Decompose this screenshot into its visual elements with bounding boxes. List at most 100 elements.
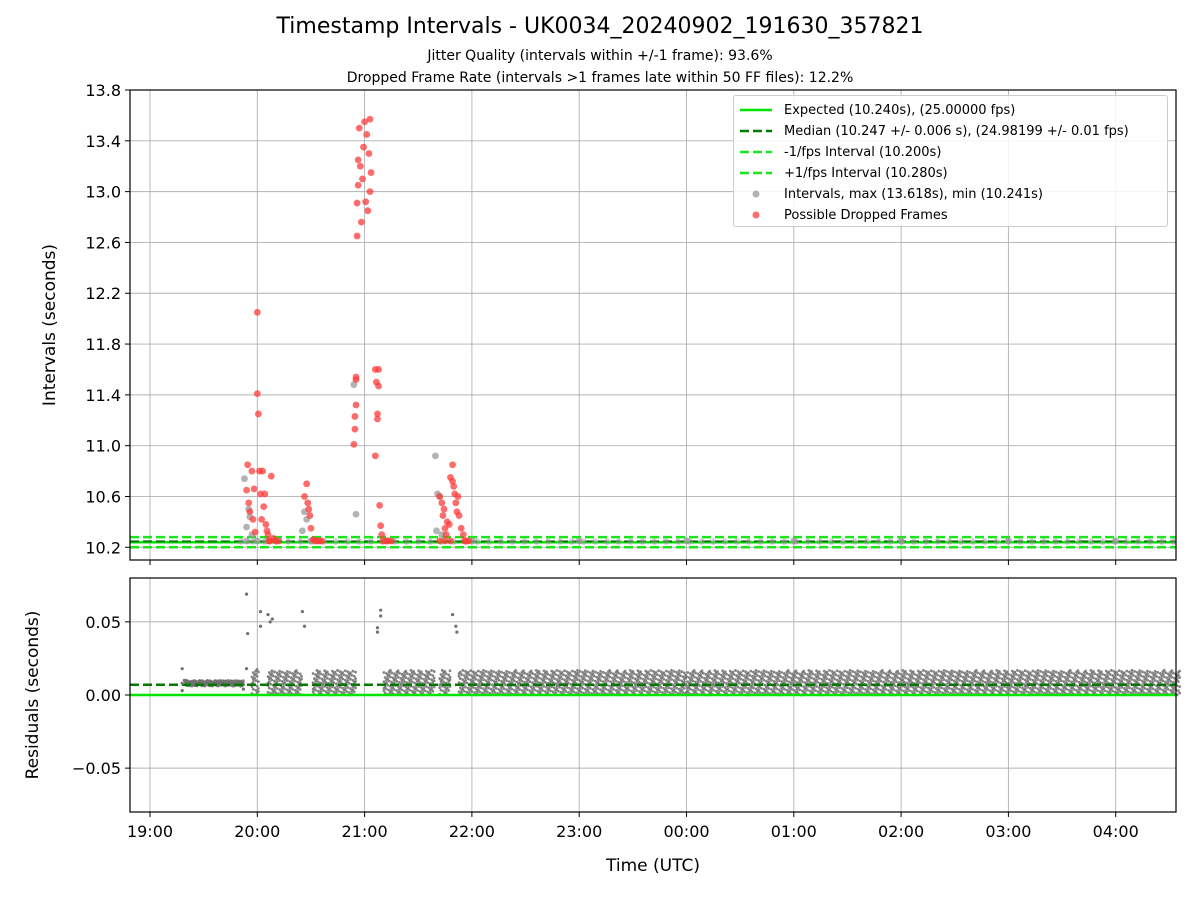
residual-dot — [1013, 670, 1017, 674]
residual-dot — [922, 668, 925, 672]
residual-dot — [933, 675, 937, 679]
dropped-frame-point — [318, 537, 326, 545]
residual-dot — [446, 686, 449, 690]
residual-dot — [655, 673, 659, 677]
residual-dot — [1090, 689, 1094, 693]
residual-dot — [811, 672, 815, 676]
residual-dot — [664, 669, 668, 673]
residual-point — [300, 610, 304, 614]
residual-dot — [842, 673, 845, 677]
residual-dot — [1143, 671, 1147, 675]
interval-point — [243, 537, 250, 545]
residual-dot — [777, 672, 781, 676]
residual-dot — [1010, 669, 1014, 673]
x-tick-label: 21:00 — [342, 822, 388, 841]
residual-dot — [345, 690, 348, 693]
residual-dot — [476, 688, 480, 691]
residual-dot — [1052, 672, 1055, 676]
residual-dot — [506, 675, 510, 678]
residual-dot — [390, 680, 394, 684]
dropped-frame-point — [243, 486, 250, 494]
residual-dot — [743, 690, 746, 693]
residual-dot — [745, 691, 749, 694]
residual-dot — [830, 685, 834, 689]
residual-dot — [570, 688, 574, 691]
residual-dot — [294, 669, 298, 672]
residual-dot — [480, 691, 484, 695]
dropped-frame-point — [374, 410, 381, 418]
residual-dot — [395, 673, 399, 677]
residual-dot — [852, 675, 856, 678]
residual-dot — [531, 690, 534, 694]
residual-dot — [510, 681, 514, 685]
residual-dot — [576, 687, 579, 691]
residual-dot — [657, 687, 661, 691]
residual-dot — [987, 677, 991, 681]
residual-dot — [722, 674, 726, 678]
residual-dot — [1122, 671, 1126, 675]
residual-dot — [532, 677, 536, 680]
residual-dot — [1044, 687, 1048, 691]
residual-dot — [573, 670, 577, 674]
residual-dot — [559, 690, 563, 694]
residual-dot — [583, 687, 587, 691]
interval-baseline-dot — [780, 538, 788, 545]
residual-dot — [332, 681, 336, 685]
residual-dot — [1151, 680, 1155, 684]
residual-dot — [488, 676, 492, 679]
residual-dot — [945, 688, 948, 692]
residual-dot — [1110, 668, 1113, 672]
residual-point — [302, 624, 307, 628]
residual-dot — [1129, 675, 1133, 679]
residual-dot — [565, 679, 569, 683]
residual-dot — [1170, 669, 1174, 673]
residual-dot — [1079, 685, 1082, 689]
residual-dot — [520, 689, 524, 692]
residual-dot — [523, 690, 527, 693]
residual-dot — [960, 679, 964, 683]
residual-dot — [614, 689, 618, 692]
residual-dot — [312, 677, 316, 681]
residual-dot — [973, 673, 977, 676]
residual-dot — [708, 676, 712, 680]
residual-dot — [824, 674, 827, 678]
residual-dot — [865, 674, 869, 678]
residual-dot — [351, 678, 355, 682]
residual-dot — [828, 678, 831, 682]
residual-dot — [413, 690, 417, 694]
residual-dot — [688, 681, 692, 685]
residual-dot — [875, 685, 879, 689]
residual-dot — [650, 674, 654, 677]
residual-dot — [767, 680, 771, 684]
residual-dot — [461, 669, 465, 672]
residual-dot — [1113, 690, 1117, 694]
residual-dot — [430, 669, 433, 672]
residual-dot — [851, 679, 855, 683]
residual-dot — [903, 670, 907, 673]
residual-dot — [891, 676, 894, 680]
residual-dot — [1178, 669, 1182, 673]
residual-dot — [808, 680, 812, 684]
residual-dot — [974, 675, 978, 679]
residual-dot — [632, 681, 636, 685]
interval-baseline-dot — [969, 538, 977, 545]
residual-dot — [1035, 675, 1039, 679]
residual-dot — [871, 679, 875, 683]
residual-dot — [965, 679, 969, 682]
residual-dot — [1117, 687, 1121, 691]
residual-dot — [512, 673, 516, 676]
residual-dot — [654, 686, 658, 690]
residual-dot — [442, 674, 445, 677]
residual-dot — [1027, 675, 1031, 679]
residual-dot — [914, 687, 918, 690]
residual-dot — [430, 687, 433, 691]
residual-dot — [722, 690, 726, 693]
residual-dot — [959, 683, 963, 687]
dropped-frame-point — [357, 218, 365, 226]
residual-dot — [1124, 673, 1127, 677]
residual-dot — [961, 675, 965, 679]
residual-dot — [879, 679, 883, 683]
top-plot-frame — [129, 89, 1177, 561]
residual-dot — [333, 686, 337, 690]
residual-dot — [949, 676, 952, 679]
